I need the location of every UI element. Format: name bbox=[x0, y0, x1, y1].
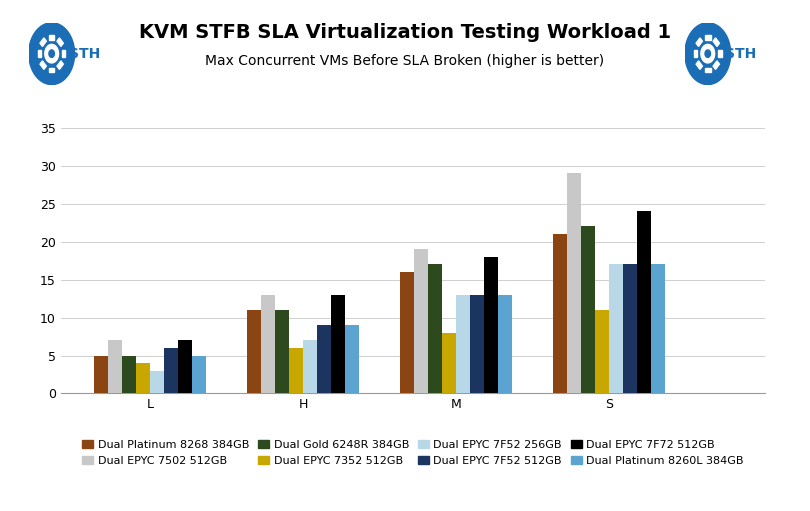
Bar bbox=[317, 325, 331, 393]
Bar bbox=[289, 348, 303, 393]
Polygon shape bbox=[701, 44, 714, 63]
Bar bbox=[275, 310, 289, 393]
Bar bbox=[456, 295, 470, 393]
Bar bbox=[498, 295, 512, 393]
Polygon shape bbox=[705, 50, 710, 57]
Bar bbox=[331, 295, 345, 393]
Polygon shape bbox=[45, 44, 58, 63]
Bar bbox=[442, 333, 456, 393]
Bar bbox=[400, 272, 414, 393]
Polygon shape bbox=[62, 50, 66, 57]
Text: KVM STFB SLA Virtualization Testing Workload 1: KVM STFB SLA Virtualization Testing Work… bbox=[139, 23, 671, 42]
Bar bbox=[247, 310, 261, 393]
Bar bbox=[581, 226, 595, 393]
Bar bbox=[567, 173, 581, 393]
Polygon shape bbox=[38, 50, 41, 57]
Bar bbox=[623, 264, 637, 393]
Bar bbox=[303, 340, 317, 393]
Bar bbox=[345, 325, 359, 393]
Bar bbox=[164, 348, 178, 393]
Bar bbox=[428, 264, 442, 393]
Text: STH: STH bbox=[70, 47, 100, 61]
Bar bbox=[414, 249, 428, 393]
Polygon shape bbox=[694, 50, 697, 57]
Bar bbox=[109, 340, 122, 393]
Bar bbox=[136, 363, 150, 393]
Bar bbox=[470, 295, 484, 393]
Polygon shape bbox=[696, 61, 702, 69]
Polygon shape bbox=[49, 35, 54, 40]
Bar bbox=[150, 370, 164, 393]
Bar bbox=[650, 264, 665, 393]
Polygon shape bbox=[49, 50, 54, 57]
Bar bbox=[122, 356, 136, 393]
Text: STH: STH bbox=[726, 47, 757, 61]
Bar bbox=[261, 295, 275, 393]
Polygon shape bbox=[718, 50, 722, 57]
Text: Max Concurrent VMs Before SLA Broken (higher is better): Max Concurrent VMs Before SLA Broken (hi… bbox=[206, 54, 604, 67]
Bar bbox=[637, 211, 650, 393]
Polygon shape bbox=[685, 23, 731, 84]
Polygon shape bbox=[40, 61, 46, 69]
Polygon shape bbox=[705, 67, 710, 72]
Bar bbox=[595, 310, 609, 393]
Polygon shape bbox=[57, 61, 63, 69]
Polygon shape bbox=[40, 38, 46, 47]
Polygon shape bbox=[705, 35, 710, 40]
Bar bbox=[192, 356, 207, 393]
Polygon shape bbox=[713, 38, 719, 47]
Polygon shape bbox=[57, 38, 63, 47]
Polygon shape bbox=[696, 38, 702, 47]
Bar bbox=[553, 234, 567, 393]
Polygon shape bbox=[29, 23, 75, 84]
Legend: Dual Platinum 8268 384GB, Dual EPYC 7502 512GB, Dual Gold 6248R 384GB, Dual EPYC: Dual Platinum 8268 384GB, Dual EPYC 7502… bbox=[83, 440, 744, 466]
Bar bbox=[178, 340, 192, 393]
Bar bbox=[484, 257, 498, 393]
Polygon shape bbox=[49, 67, 54, 72]
Polygon shape bbox=[713, 61, 719, 69]
Bar bbox=[609, 264, 623, 393]
Bar bbox=[94, 356, 109, 393]
